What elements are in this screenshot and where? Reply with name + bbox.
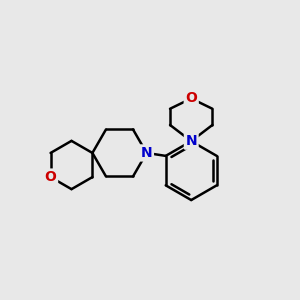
- Text: N: N: [141, 146, 152, 160]
- Text: N: N: [185, 134, 197, 148]
- Text: O: O: [185, 92, 197, 106]
- Text: O: O: [45, 170, 56, 184]
